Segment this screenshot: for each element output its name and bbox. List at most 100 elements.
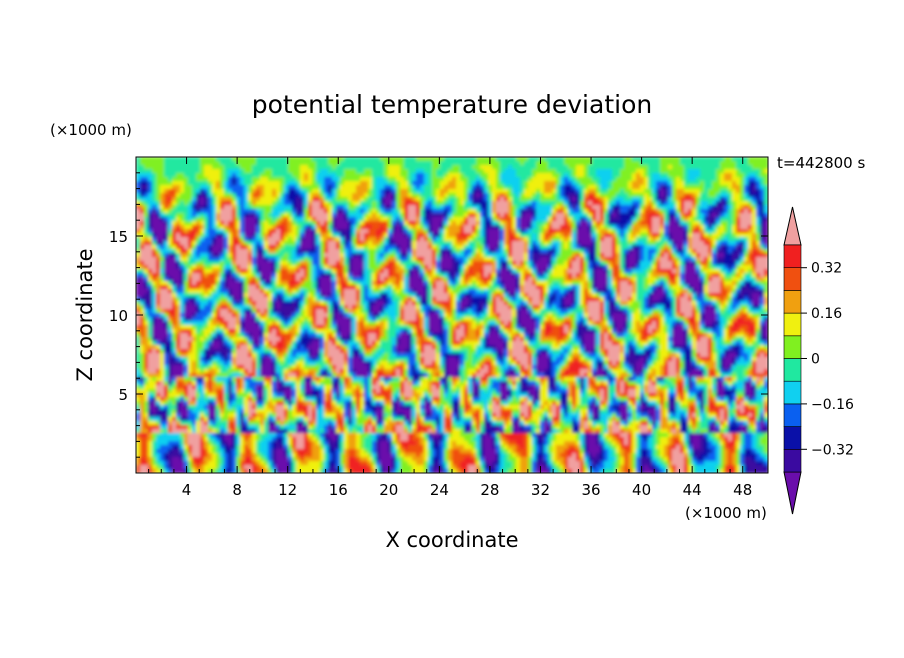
field-cell [384, 253, 389, 258]
field-cell [640, 181, 645, 186]
field-cell [512, 225, 517, 230]
field-cell [596, 277, 601, 282]
field-cell [340, 281, 345, 286]
field-cell [408, 257, 413, 262]
field-cell [704, 221, 709, 226]
field-cell [156, 213, 161, 218]
field-cell [528, 237, 533, 242]
field-cell [536, 241, 541, 246]
field-cell [440, 233, 445, 238]
field-cell [260, 269, 265, 274]
field-cell [208, 261, 213, 266]
field-cell [732, 221, 737, 226]
field-cell [248, 177, 253, 182]
field-cell [336, 205, 341, 210]
field-cell [372, 213, 377, 218]
field-cell [452, 261, 457, 266]
field-cell [296, 177, 301, 182]
field-cell [588, 233, 593, 238]
field-cell [364, 277, 369, 282]
field-cell [248, 193, 253, 198]
field-cell [292, 189, 297, 194]
field-cell [288, 213, 293, 218]
field-cell [412, 173, 417, 178]
field-cell [484, 201, 489, 206]
field-cell [368, 233, 373, 238]
field-cell [748, 237, 753, 242]
field-cell [292, 201, 297, 206]
field-cell [360, 201, 365, 206]
field-cell [268, 165, 273, 170]
field-cell [416, 277, 421, 282]
field-cell [648, 173, 653, 178]
field-cell [416, 185, 421, 190]
field-cell [664, 209, 669, 214]
field-cell [264, 249, 269, 254]
field-cell [500, 253, 505, 258]
field-cell [516, 233, 521, 238]
field-cell [656, 209, 661, 214]
field-cell [568, 189, 573, 194]
field-cell [620, 177, 625, 182]
field-cell [376, 269, 381, 274]
field-cell [380, 257, 385, 262]
field-cell [712, 249, 717, 254]
field-cell [540, 249, 545, 254]
field-cell [420, 173, 425, 178]
field-cell [496, 213, 501, 218]
field-cell [436, 273, 441, 278]
field-cell [584, 177, 589, 182]
field-cell [552, 197, 557, 202]
field-cell [552, 245, 557, 250]
field-cell [692, 249, 697, 254]
field-cell [744, 233, 749, 238]
field-cell [544, 249, 549, 254]
field-cell [292, 173, 297, 178]
field-cell [568, 229, 573, 234]
field-cell [244, 257, 249, 262]
field-cell [748, 265, 753, 270]
field-cell [452, 225, 457, 230]
field-cell [368, 197, 373, 202]
field-cell [276, 245, 281, 250]
field-cell [504, 277, 509, 282]
field-cell [420, 245, 425, 250]
field-cell [380, 221, 385, 226]
field-cell [504, 249, 509, 254]
field-cell [276, 165, 281, 170]
field-cell [224, 229, 229, 234]
field-cell [700, 233, 705, 238]
field-cell [624, 245, 629, 250]
field-cell [704, 189, 709, 194]
field-cell [632, 193, 637, 198]
field-cell [476, 253, 481, 258]
field-cell [464, 257, 469, 262]
field-cell [716, 273, 721, 278]
field-cell [520, 193, 525, 198]
field-cell [448, 249, 453, 254]
field-cell [520, 181, 525, 186]
field-cell [344, 193, 349, 198]
field-cell [524, 161, 529, 166]
field-cell [368, 269, 373, 274]
field-cell [556, 253, 561, 258]
field-cell [432, 201, 437, 206]
field-cell [680, 229, 685, 234]
field-cell [348, 213, 353, 218]
field-cell [212, 245, 217, 250]
field-cell [660, 249, 665, 254]
field-cell [528, 197, 533, 202]
field-cell [732, 245, 737, 250]
field-cell [340, 217, 345, 222]
field-cell [684, 201, 689, 206]
field-cell [144, 185, 149, 190]
field-cell [200, 177, 205, 182]
field-cell [552, 169, 557, 174]
field-cell [528, 181, 533, 186]
field-cell [620, 197, 625, 202]
field-cell [332, 157, 337, 162]
field-cell [232, 213, 237, 218]
field-cell [620, 245, 625, 250]
field-cell [196, 169, 201, 174]
field-cell [252, 205, 257, 210]
